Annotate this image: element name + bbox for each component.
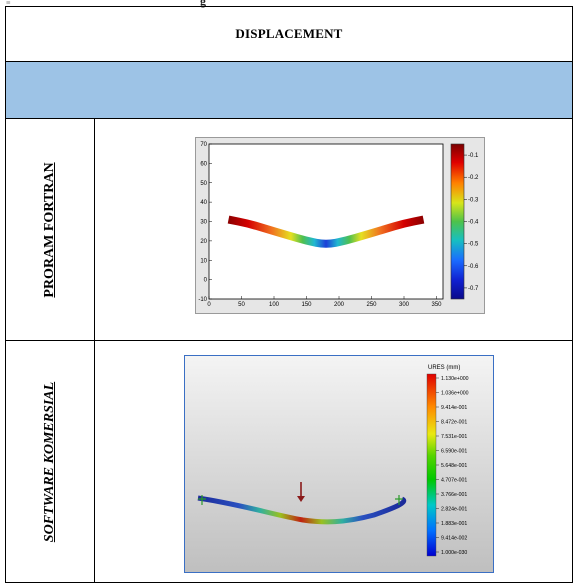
y-tick-label: 30 — [200, 220, 207, 226]
solidworks-displacement-plot: URES (mm) 1.130e+000 1.036e+000 9.414e-001… — [184, 355, 494, 573]
row-label-fortran: PRORAM FORTRAN — [42, 161, 57, 298]
legend-value-label: 3.766e-001 — [441, 492, 467, 498]
x-tick-label: 50 — [238, 302, 245, 308]
clipped-heading-text: g — [200, 0, 206, 8]
x-tick-label: 250 — [366, 302, 377, 308]
fortran-figure-cell: 70 60 50 40 30 20 10 0 -10 0 50 100 150 200 250 300 350… — [94, 118, 573, 341]
y-tick-label: 70 — [200, 142, 207, 148]
figure-frame — [184, 355, 494, 573]
colorbar-tick-label: -0.7 — [468, 286, 479, 292]
load-arrow-icon — [297, 482, 305, 502]
page-corner-mark: ≡ — [6, 0, 11, 7]
row-label-software-cell: SOFTWARE KOMERSIAL — [5, 340, 95, 583]
legend-value-label: 1.883e-001 — [441, 521, 467, 527]
row-label-software: SOFTWARE KOMERSIAL — [42, 381, 57, 542]
legend-value-label: 4.707e-001 — [441, 478, 467, 484]
row-label-fortran-cell: PRORAM FORTRAN — [5, 118, 95, 341]
deformed-beam — [227, 215, 425, 248]
x-tick-label: 300 — [399, 302, 410, 308]
legend-value-label: 9.414e-001 — [441, 405, 467, 411]
colorbar — [450, 143, 465, 300]
x-tick-label: 100 — [269, 302, 280, 308]
table-header-label: DISPLACEMENT — [235, 26, 343, 41]
right-support-icon — [395, 495, 403, 505]
y-tick-label: 20 — [200, 239, 207, 245]
legend-value-label: 7.531e-001 — [441, 434, 467, 440]
legend-colorbar — [426, 373, 437, 557]
legend-value-label: 1.036e+000 — [441, 391, 469, 397]
left-support-icon — [198, 495, 206, 505]
y-tick-label: 10 — [200, 258, 207, 264]
legend-value-label: 9.414e-002 — [441, 536, 467, 542]
colorbar-tick-label: -0.3 — [468, 197, 479, 203]
legend-value-label: 6.590e-001 — [441, 449, 467, 455]
software-figure-cell: URES (mm) 1.130e+000 1.036e+000 9.414e-001… — [94, 340, 573, 583]
x-tick-label: 0 — [207, 302, 211, 308]
colorbar-tick-label: -0.6 — [468, 264, 479, 270]
legend-value-label: 8.472e-001 — [441, 420, 467, 426]
displacement-table: DISPLACEMENT PRORAM FORTRAN — [5, 6, 573, 583]
colorbar-tick-label: -0.5 — [468, 242, 479, 248]
x-tick-label: 350 — [431, 302, 442, 308]
y-tick-label: 0 — [204, 278, 208, 284]
legend-value-label: 5.648e-001 — [441, 463, 467, 469]
x-tick-label: 200 — [334, 302, 345, 308]
legend-title: URES (mm) — [428, 365, 460, 371]
y-tick-label: 50 — [200, 181, 207, 187]
legend-value-label: 1.130e+000 — [441, 376, 469, 382]
blue-band-row — [5, 61, 573, 119]
colorbar-tick-label: -0.2 — [468, 175, 479, 181]
legend-value-label: 1.000e-030 — [441, 550, 467, 556]
table-header: DISPLACEMENT — [5, 6, 573, 62]
x-tick-label: 150 — [301, 302, 312, 308]
legend-value-label: 2.824e-001 — [441, 507, 467, 513]
y-tick-label: 60 — [200, 161, 207, 167]
y-tick-label: -10 — [198, 297, 207, 303]
deformed-beam — [197, 495, 407, 525]
colorbar-tick-label: -0.1 — [468, 153, 479, 159]
y-tick-label: 40 — [200, 200, 207, 206]
colorbar-tick-label: -0.4 — [468, 220, 479, 226]
